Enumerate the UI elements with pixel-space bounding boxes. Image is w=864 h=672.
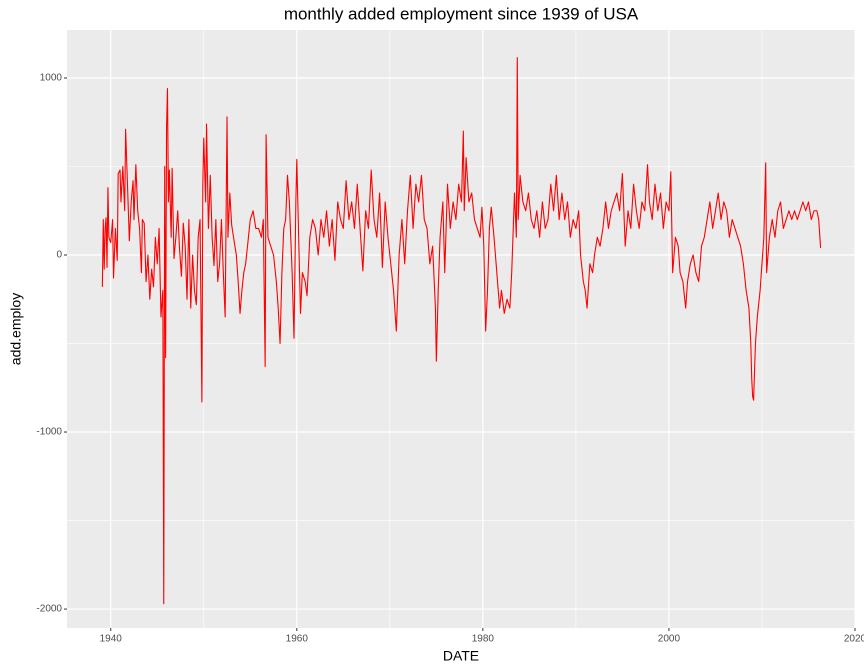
plot-area <box>101 57 822 605</box>
grid <box>67 30 856 628</box>
y-tick-label: 1000 <box>40 73 63 84</box>
x-tick-label: 1940 <box>100 634 123 645</box>
y-tick-label: 0 <box>56 250 62 261</box>
chart-title: monthly added employment since 1939 of U… <box>284 4 639 23</box>
data-line <box>101 57 822 605</box>
panel <box>67 30 855 628</box>
x-tick-label: 1980 <box>472 634 495 645</box>
y-axis-title: add.employ <box>8 293 24 365</box>
y-tick-label: -2000 <box>36 604 62 615</box>
x-tick-label: 1960 <box>286 634 309 645</box>
x-tick-label: 2000 <box>658 634 681 645</box>
x-tick-label: 2020 <box>844 634 864 645</box>
y-tick-label: -1000 <box>36 427 62 438</box>
x-axis-title: DATE <box>443 648 479 664</box>
